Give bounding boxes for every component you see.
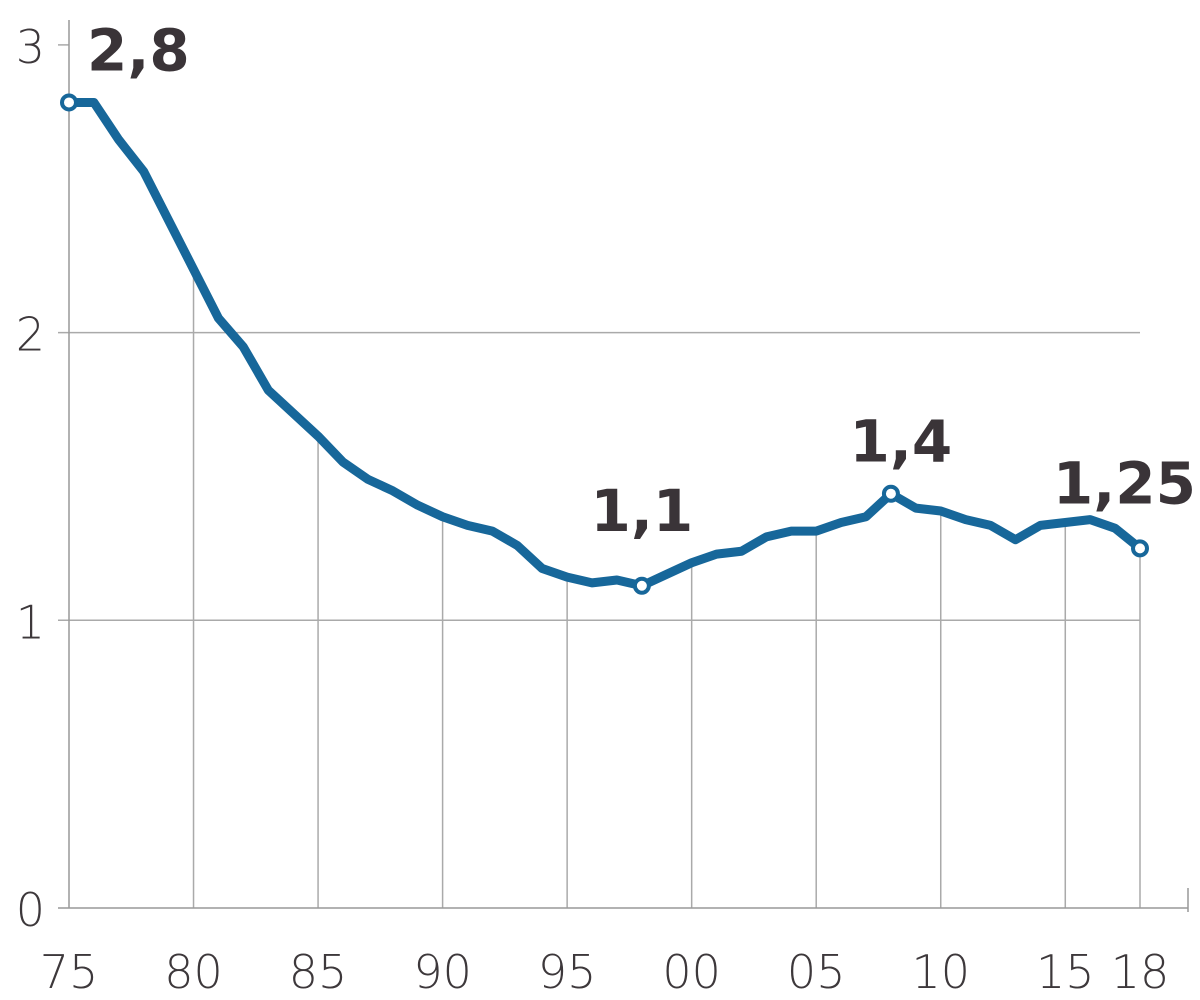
data-point-marker xyxy=(60,93,78,112)
x-tick-label: 95 xyxy=(538,945,597,999)
x-tick-label: 10 xyxy=(911,945,970,999)
y-tick-label: 2 xyxy=(16,308,45,362)
data-label: 1,1 xyxy=(590,477,693,545)
x-tick-label: 85 xyxy=(289,945,348,999)
x-tick-label: 00 xyxy=(662,945,721,999)
x-tick-label: 18 xyxy=(1111,945,1170,999)
data-label: 2,8 xyxy=(87,16,190,84)
data-point-marker xyxy=(881,484,900,503)
y-tick-label: 1 xyxy=(16,595,45,649)
data-point-marker xyxy=(632,576,651,595)
data-label: 1,25 xyxy=(1053,449,1196,517)
x-tick-label: 90 xyxy=(413,945,472,999)
y-tick-label: 3 xyxy=(16,20,45,74)
data-point-marker xyxy=(1131,539,1149,558)
x-tick-label: 15 xyxy=(1036,945,1095,999)
x-tick-label: 75 xyxy=(40,945,99,999)
series-line xyxy=(64,97,1145,591)
x-tick-label: 80 xyxy=(164,945,223,999)
y-tick-label: 0 xyxy=(16,883,45,937)
x-tick-label: 05 xyxy=(787,945,846,999)
data-label: 1,4 xyxy=(850,408,953,476)
